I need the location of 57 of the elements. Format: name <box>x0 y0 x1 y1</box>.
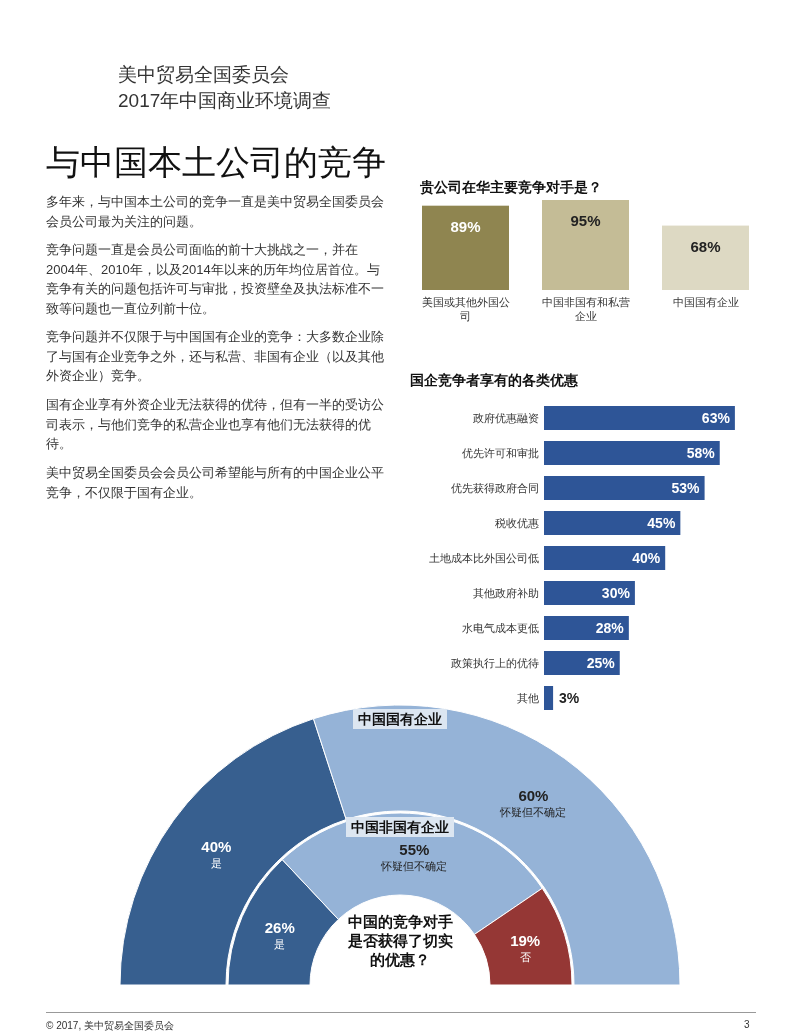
bar <box>544 511 681 535</box>
data-label: 25% <box>586 655 616 671</box>
data-label: 58% <box>686 445 716 461</box>
text: 2017年中国商业环境调查 <box>118 89 332 113</box>
slice-label: 怀疑但不确定 <box>380 859 448 872</box>
bar <box>544 581 635 605</box>
chart-title: 贵公司在华主要竞争对手是？ <box>419 179 602 195</box>
slice-label: 怀疑但不确定 <box>499 806 567 819</box>
bar <box>544 546 666 570</box>
text: 竞争问题并不仅限于与中国国有企业的竞争：大多数企业除了与国有企业竞争之外，还与私营、非国有企业（以及其他外资企业）竞争。 <box>46 328 384 385</box>
slice-label: 否 <box>519 951 531 964</box>
bar <box>544 686 554 710</box>
data-label: 19% <box>510 932 541 950</box>
text: 国有企业享有外资企业无法获得的优待，但有一半的受访公司表示，与他们竞争的私营企业也享有他们无法获得的优待。 <box>46 396 384 453</box>
y-tick-label: 优先获得政府合同 <box>451 482 539 494</box>
text: 3 <box>744 1019 750 1030</box>
data-label: 30% <box>601 585 631 601</box>
bar <box>544 476 705 500</box>
data-label: 53% <box>671 480 701 496</box>
data-label: 40% <box>201 837 232 855</box>
data-label: 89% <box>450 217 481 235</box>
bar <box>544 441 720 465</box>
y-tick-label: 水电气成本更低 <box>462 622 539 634</box>
slice-label: 是 <box>210 856 222 869</box>
text: © 2017, 美中贸易全国委员会 <box>46 1019 174 1033</box>
y-tick-label: 其他 <box>517 692 539 704</box>
data-label: 63% <box>701 410 731 426</box>
y-tick-label: 税收优惠 <box>495 517 539 529</box>
text: 多年来，与中国本土公司的竞争一直是美中贸易全国委员会会员公司最为关注的问题。 <box>46 193 384 231</box>
chart-title: 中国非国有企业 <box>351 819 449 835</box>
y-tick-label: 土地成本比外国公司低 <box>429 552 539 564</box>
y-tick-label: 其他政府补助 <box>473 587 539 599</box>
bar <box>544 406 735 430</box>
data-label: 68% <box>690 237 721 255</box>
data-label: 40% <box>632 550 661 566</box>
text: 美中贸易全国委员会 <box>118 63 289 87</box>
slice-label: 是 <box>274 937 286 950</box>
chart-title: 中国国有企业 <box>358 711 442 727</box>
data-label: 45% <box>647 515 676 531</box>
chart-title: 国企竞争者享有的各类优惠 <box>410 372 579 388</box>
text: 竞争问题一直是会员公司面临的前十大挑战之一，并在2004年、2010年，以及2014年以来的历年均位居首位。与竞争有关的问题包括许可与审批，投资壁垒及执法标准不一致等问题也一直位列前十位。 <box>46 241 384 318</box>
x-tick-label: 中国非国有和私营企业 <box>540 295 631 323</box>
data-label: 95% <box>570 212 601 229</box>
x-tick-label: 美国或其他外国公司 <box>420 295 511 323</box>
data-label: 26% <box>264 918 295 936</box>
data-label: 60% <box>518 787 549 805</box>
data-label: 55% <box>399 840 430 858</box>
text: 中国的竞争对手是否获得了切实的优惠？ <box>346 913 453 968</box>
y-tick-label: 优先许可和审批 <box>462 447 539 459</box>
bar <box>544 616 629 640</box>
y-tick-label: 政府优惠融资 <box>473 412 539 424</box>
y-tick-label: 政策执行上的优待 <box>451 657 539 669</box>
text: 与中国本土公司的竞争 <box>46 142 386 183</box>
x-tick-label: 中国国有企业 <box>671 295 740 309</box>
data-label: 28% <box>595 620 625 636</box>
data-label: 3% <box>559 690 580 706</box>
text: 美中贸易全国委员会会员公司希望能与所有的中国企业公平竞争，不仅限于国有企业。 <box>46 464 384 502</box>
